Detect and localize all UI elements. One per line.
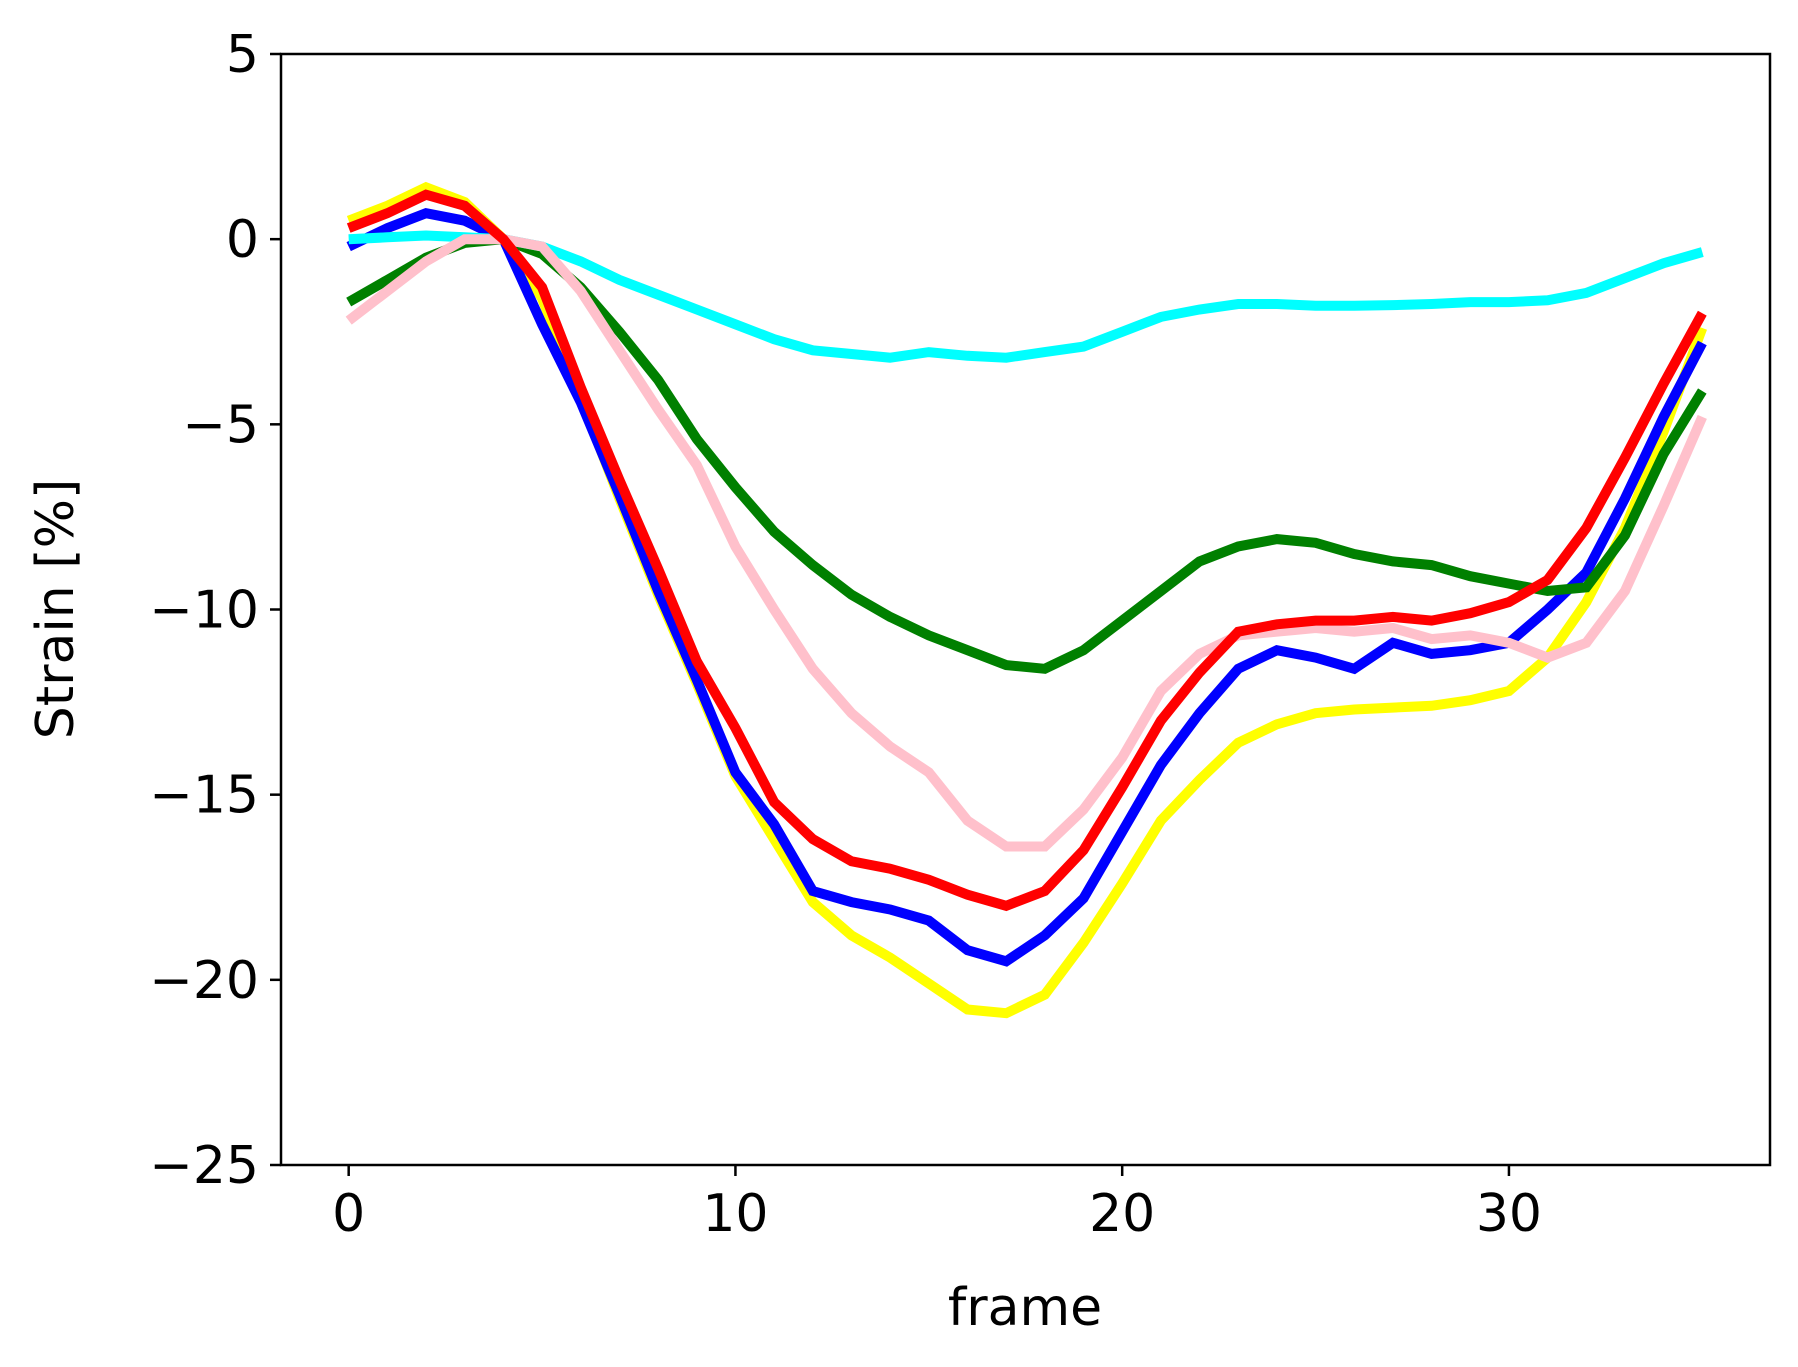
series-line-5: [345, 234, 1707, 852]
x-axis-ticks: 0 10 20 30: [332, 1165, 1542, 1244]
x-tick-label: 10: [702, 1184, 768, 1244]
y-axis-ticks: 5 0 −5 −10 −15 −20 −25: [149, 25, 281, 1196]
y-tick-label: 5: [226, 25, 259, 85]
series-line-4: [348, 230, 1704, 363]
y-tick-label: −10: [149, 581, 259, 641]
y-tick-label: −20: [149, 951, 259, 1011]
series-line-2: [346, 208, 1707, 967]
x-tick-label: 0: [332, 1184, 365, 1244]
y-axis-label: Strain [%]: [26, 479, 86, 740]
y-tick-label: −15: [149, 766, 259, 826]
y-tick-label: 0: [226, 210, 259, 270]
x-axis-label: frame: [948, 1278, 1102, 1338]
series-layer: [345, 181, 1707, 1019]
x-tick-label: 20: [1089, 1184, 1155, 1244]
y-tick-label: −5: [182, 395, 259, 455]
series-line-6: [346, 189, 1707, 912]
x-tick-label: 30: [1476, 1184, 1542, 1244]
y-tick-label: −25: [149, 1136, 259, 1196]
